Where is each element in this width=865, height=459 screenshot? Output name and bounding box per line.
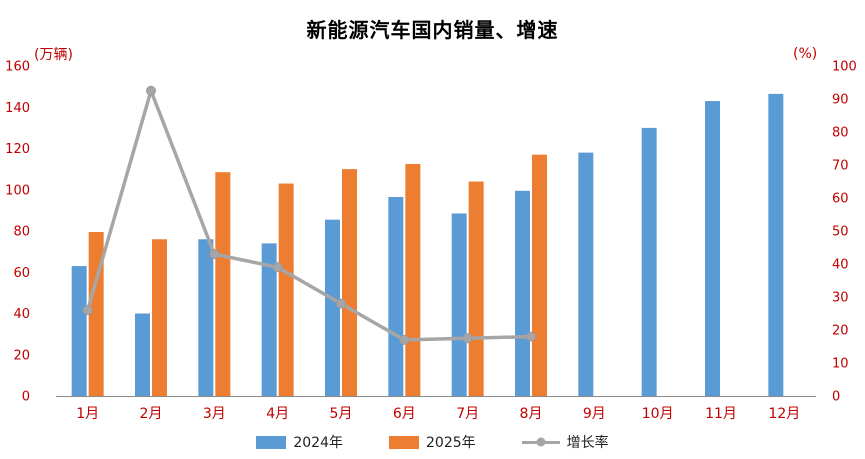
legend-item-growth-rate: 增长率	[521, 432, 609, 452]
legend-label-2025: 2025年	[426, 435, 476, 451]
y-right-tick-0: 0	[832, 390, 840, 405]
x-tick-6月: 6月	[393, 406, 416, 422]
bar-2024年-3月	[198, 239, 214, 396]
growth-rate-point-7月	[462, 333, 473, 344]
bar-2025年-7月	[468, 181, 484, 396]
y-right-tick-90: 90	[832, 93, 849, 108]
y-right-tick-80: 80	[832, 126, 849, 141]
growth-rate-point-8月	[526, 331, 536, 342]
y-right-tick-100: 100	[832, 60, 857, 75]
x-tick-12月: 12月	[768, 406, 800, 422]
left-axis-unit-label: (万辆)	[34, 47, 73, 63]
x-tick-5月: 5月	[330, 406, 353, 422]
legend-swatch-2025	[389, 435, 419, 449]
bar-2024年-4月	[261, 243, 277, 396]
y-right-tick-70: 70	[832, 159, 849, 174]
legend-label-2024: 2024年	[293, 435, 343, 451]
legend-item-2025: 2025年	[389, 432, 476, 452]
growth-rate-point-1月	[82, 305, 93, 316]
x-tick-4月: 4月	[266, 406, 289, 422]
bar-2025年-5月	[342, 169, 357, 396]
y-left-tick-40: 40	[13, 307, 30, 322]
y-left-tick-100: 100	[5, 183, 30, 198]
y-left-tick-160: 160	[5, 60, 30, 75]
bar-2024年-8月	[515, 190, 530, 396]
x-tick-9月: 9月	[583, 406, 606, 422]
y-right-tick-20: 20	[832, 324, 849, 339]
y-left-tick-80: 80	[13, 225, 30, 240]
bar-2024年-12月	[768, 93, 784, 396]
legend-line-marker-icon	[521, 437, 560, 447]
bar-2025年-8月	[532, 154, 547, 396]
bar-2024年-9月	[578, 152, 594, 396]
y-left-tick-120: 120	[5, 142, 30, 157]
x-tick-3月: 3月	[203, 406, 226, 422]
bar-2024年-2月	[135, 313, 150, 396]
bar-2024年-6月	[388, 196, 404, 396]
growth-rate-point-5月	[336, 298, 346, 309]
y-right-tick-60: 60	[832, 192, 849, 207]
bar-2024年-10月	[641, 127, 657, 396]
bar-2025年-4月	[278, 183, 294, 396]
y-left-tick-20: 20	[13, 348, 30, 363]
y-left-tick-140: 140	[5, 101, 30, 116]
x-tick-2月: 2月	[140, 406, 163, 422]
bar-2024年-5月	[325, 219, 340, 396]
y-right-tick-40: 40	[832, 258, 849, 273]
bar-2025年-6月	[405, 163, 421, 396]
right-axis-unit-label: (%)	[793, 46, 818, 62]
bar-2025年-3月	[215, 172, 231, 396]
chart-title: 新能源汽车国内销量、增速	[306, 18, 559, 42]
y-left-tick-0: 0	[22, 390, 30, 405]
x-tick-1月: 1月	[76, 406, 99, 422]
growth-rate-point-4月	[272, 262, 283, 273]
bar-2024年-11月	[705, 101, 720, 396]
legend-swatch-2024	[256, 435, 287, 449]
bar-2024年-1月	[71, 266, 87, 396]
bar-2025年-2月	[152, 239, 167, 396]
growth-rate-line	[85, 89, 533, 342]
y-right-tick-50: 50	[832, 225, 849, 240]
bar-2024年-7月	[451, 213, 467, 396]
legend-label-growth-rate: 增长率	[566, 435, 609, 451]
growth-rate-point-6月	[399, 334, 410, 345]
legend-line-dot-icon	[536, 437, 546, 447]
x-tick-10月: 10月	[642, 406, 674, 422]
growth-rate-point-3月	[209, 249, 220, 260]
x-tick-7月: 7月	[456, 406, 479, 422]
legend-item-2024: 2024年	[256, 432, 343, 452]
growth-rate-point-2月	[146, 85, 156, 96]
chart-legend: 2024年 2025年 增长率	[0, 432, 865, 452]
y-left-tick-60: 60	[13, 266, 30, 281]
x-tick-11月: 11月	[705, 406, 737, 422]
y-right-tick-10: 10	[832, 357, 849, 372]
x-tick-8月: 8月	[520, 406, 543, 422]
y-right-tick-30: 30	[832, 291, 849, 306]
